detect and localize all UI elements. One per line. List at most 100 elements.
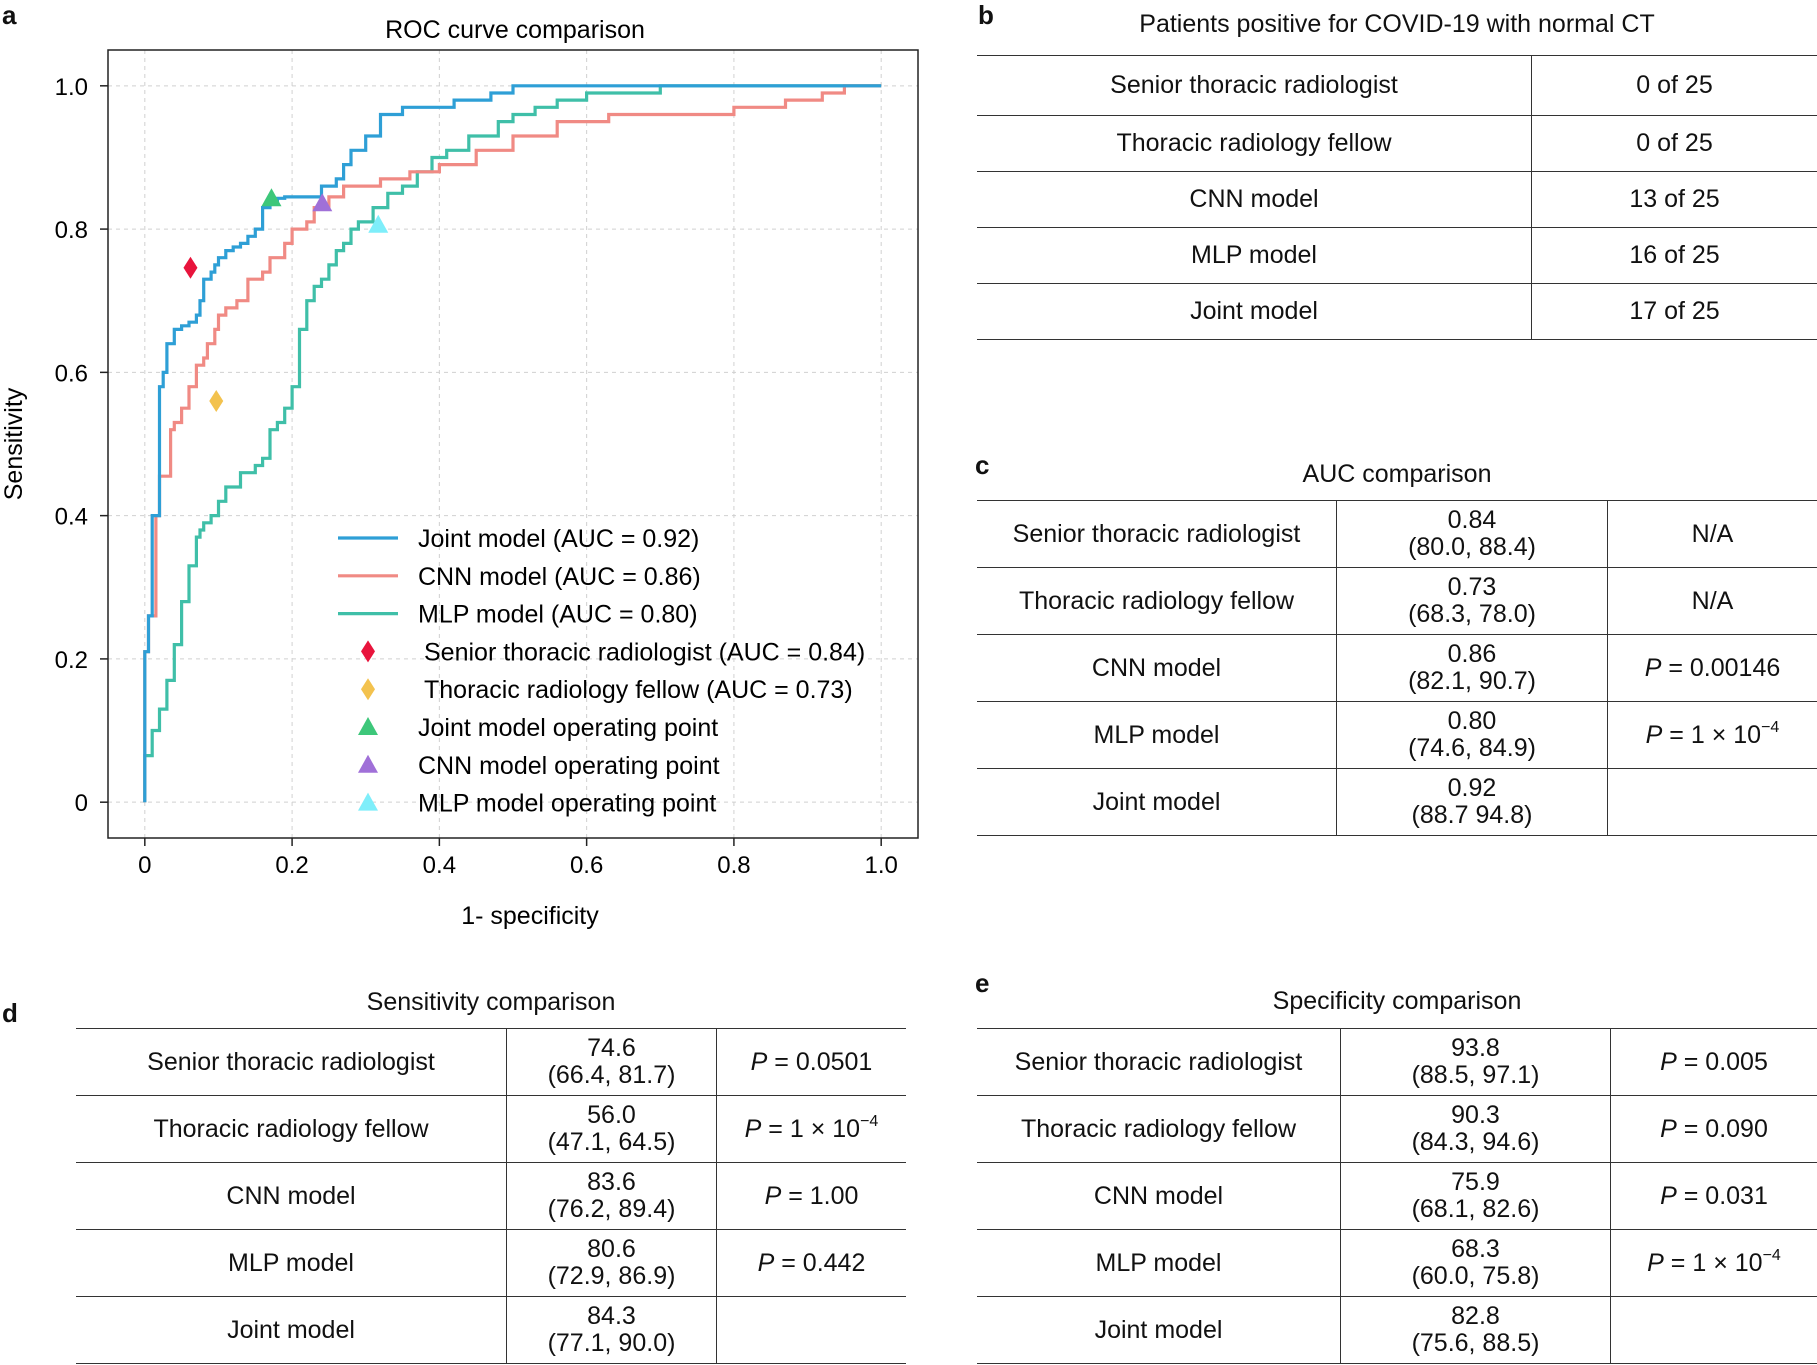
- p-value-text: = 1.00: [781, 1181, 859, 1210]
- row-label: Thoracic radiology fellow: [76, 1096, 507, 1163]
- p-value: P = 0.0501: [751, 1048, 873, 1076]
- row-label: Thoracic radiology fellow: [977, 568, 1337, 635]
- p-symbol: P: [1647, 1248, 1664, 1277]
- row-label-text: CNN model: [1189, 185, 1319, 213]
- row-label: MLP model: [977, 228, 1532, 284]
- value-ci: (72.9, 86.9): [547, 1262, 676, 1290]
- row-label: Senior thoracic radiologist: [76, 1029, 507, 1096]
- value-ci: (66.4, 81.7): [547, 1061, 676, 1089]
- roc-line-joint: [143, 84, 882, 803]
- row-value: 0 of 25: [1531, 55, 1817, 116]
- x-tick-label: 1.0: [864, 852, 897, 879]
- value-ci: (68.3, 78.0): [1408, 600, 1536, 628]
- row-value: 56.0 (47.1, 64.5): [506, 1095, 717, 1163]
- p-value: P = 0.090: [1660, 1115, 1768, 1143]
- p-value-text: = 0.005: [1676, 1047, 1768, 1076]
- p-value-text: = 0.090: [1676, 1114, 1768, 1143]
- p-value: P = 0.005: [1660, 1048, 1768, 1076]
- legend-label: CNN model (AUC = 0.86): [418, 563, 701, 591]
- x-tick-label: 0.6: [570, 852, 603, 879]
- row-label-text: Senior thoracic radiologist: [1012, 519, 1301, 548]
- row-label-text: Thoracic radiology fellow: [153, 1114, 429, 1143]
- legend-label: Joint model operating point: [418, 714, 718, 742]
- table-row: Senior thoracic radiologist 0 of 25: [977, 55, 1817, 116]
- table-e-title: Specificity comparison: [1272, 987, 1522, 1015]
- table-row: CNN model 75.9 (68.1, 82.6) P = 0.031: [977, 1162, 1817, 1230]
- p-value: P = 0.00146: [1645, 654, 1781, 682]
- point-marker-0: [183, 256, 198, 279]
- row-value-text: 0 of 25: [1636, 129, 1713, 157]
- row-label-text: Thoracic radiology fellow: [1116, 129, 1392, 157]
- x-axis-ticks: 0 0.2 0.4 0.6 0.8 1.0: [138, 838, 898, 879]
- panel-label-a: a: [2, 0, 17, 30]
- table-b: Senior thoracic radiologist 0 of 25 Thorac…: [977, 55, 1817, 340]
- row-label-text: Joint model: [1190, 297, 1318, 325]
- value-ci: (80.0, 88.4): [1408, 533, 1536, 561]
- y-axis-label: Sensitivity: [0, 387, 28, 500]
- p-symbol: P: [750, 1047, 768, 1076]
- row-p-value: P = 0.090: [1610, 1095, 1817, 1163]
- row-value: 74.6 (66.4, 81.7): [506, 1028, 717, 1096]
- point-marker-3: [312, 193, 333, 212]
- p-exponent: −4: [860, 1112, 879, 1130]
- legend-label: Joint model (AUC = 0.92): [418, 525, 699, 553]
- value-main: 93.8: [1451, 1034, 1500, 1062]
- row-value-text: 16 of 25: [1629, 241, 1720, 269]
- value-ci: (60.0, 75.8): [1411, 1262, 1540, 1290]
- row-label-text: Joint model: [1092, 787, 1221, 816]
- table-row: CNN model 13 of 25: [977, 171, 1817, 228]
- value-ci: (88.7 94.8): [1411, 801, 1533, 829]
- table-row: Senior thoracic radiologist 0.84 (80.0, 88…: [977, 500, 1817, 568]
- value-main: 56.0: [587, 1101, 636, 1129]
- table-e: Senior thoracic radiologist 93.8 (88.5, 97…: [977, 1028, 1817, 1364]
- row-label-text: MLP model: [1191, 241, 1317, 269]
- row-value: 13 of 25: [1531, 171, 1817, 228]
- value-main: 0.80: [1447, 707, 1497, 735]
- x-tick-label: 0.8: [717, 852, 750, 879]
- roc-line-cnn: [143, 84, 882, 803]
- legend: Joint model (AUC = 0.92) CNN model (AUC =…: [338, 525, 865, 818]
- table-b-title: Patients positive for COVID-19 with norm…: [1139, 10, 1655, 38]
- row-label: Joint model: [977, 769, 1337, 836]
- value-ci: (68.1, 82.6): [1411, 1195, 1540, 1223]
- row-label: CNN model: [977, 1163, 1341, 1230]
- p-symbol: P: [764, 1181, 782, 1210]
- table-row: Thoracic radiology fellow 56.0 (47.1, 64.5…: [76, 1095, 906, 1163]
- row-label: Senior thoracic radiologist: [977, 1029, 1341, 1096]
- value-main: 90.3: [1451, 1101, 1500, 1129]
- row-p-value: P = 1 × 10−4: [1610, 1229, 1817, 1297]
- table-d-title: Sensitivity comparison: [366, 988, 616, 1016]
- value-main: 82.8: [1451, 1302, 1500, 1330]
- value-ci: (74.6, 84.9): [1408, 734, 1536, 762]
- row-label-text: Joint model: [1094, 1315, 1223, 1344]
- p-value-text: = 1 × 10: [761, 1114, 861, 1143]
- p-value: N/A: [1691, 586, 1734, 615]
- y-tick-label: 0.8: [55, 217, 88, 244]
- row-label: Thoracic radiology fellow: [977, 1096, 1341, 1163]
- p-value: P = 1 × 10−4: [1646, 719, 1780, 749]
- table-c: Senior thoracic radiologist 0.84 (80.0, 88…: [977, 500, 1817, 836]
- row-p-value: [716, 1296, 906, 1364]
- row-label-text: Senior thoracic radiologist: [147, 1047, 435, 1076]
- value-main: 0.86: [1447, 640, 1497, 668]
- row-label: Thoracic radiology fellow: [977, 116, 1532, 172]
- y-axis-ticks: 0 0.2 0.4 0.6 0.8 1.0: [55, 74, 108, 817]
- point-marker-2: [261, 188, 282, 207]
- row-label: Senior thoracic radiologist: [977, 56, 1532, 116]
- roc-line-mlp: [143, 84, 882, 803]
- y-tick-label: 0.6: [55, 360, 88, 387]
- p-symbol: P: [1660, 1114, 1677, 1143]
- p-value: P = 0.031: [1660, 1182, 1768, 1210]
- value-main: 74.6: [587, 1034, 636, 1062]
- row-p-value: P = 1 × 10−4: [716, 1095, 906, 1163]
- row-label: Joint model: [76, 1297, 507, 1364]
- row-value: 0.73 (68.3, 78.0): [1336, 567, 1608, 635]
- p-exponent: −4: [1762, 1246, 1781, 1264]
- legend-marker: [358, 792, 378, 811]
- value-ci: (88.5, 97.1): [1411, 1061, 1540, 1089]
- row-label-text: Thoracic radiology fellow: [1020, 1114, 1297, 1143]
- row-label: CNN model: [977, 172, 1532, 228]
- p-value: P = 1 × 10−4: [1647, 1246, 1781, 1277]
- table-c-title: AUC comparison: [1302, 460, 1492, 488]
- row-value: 93.8 (88.5, 97.1): [1340, 1028, 1611, 1096]
